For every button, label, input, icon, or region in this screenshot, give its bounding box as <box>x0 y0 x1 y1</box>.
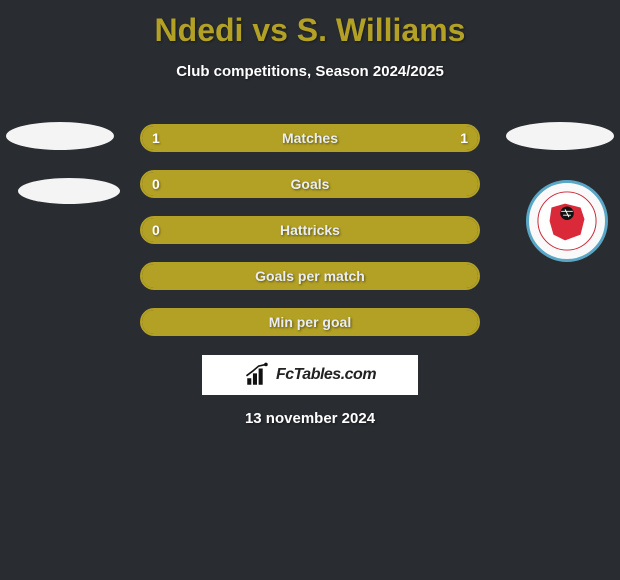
bar-label: Hattricks <box>280 222 340 238</box>
bar-val-right: 1 <box>460 130 468 146</box>
chart-icon <box>244 362 270 388</box>
bar-val-left: 0 <box>152 176 160 192</box>
date-label: 13 november 2024 <box>0 410 620 427</box>
bar-label: Goals <box>291 176 330 192</box>
stat-bar-goals-per-match: Goals per match <box>140 262 480 290</box>
stat-bar-goals: 0 Goals <box>140 170 480 198</box>
stat-bar-matches: 1 Matches 1 <box>140 124 480 152</box>
bar-val-left: 1 <box>152 130 160 146</box>
stat-bar-min-per-goal: Min per goal <box>140 308 480 336</box>
bar-val-left: 0 <box>152 222 160 238</box>
bar-label: Min per goal <box>269 314 351 330</box>
club-badge-tornadoes <box>526 180 608 262</box>
player-left-badge-2 <box>18 178 120 204</box>
bar-label: Matches <box>282 130 338 146</box>
player-left-badge-1 <box>6 122 114 150</box>
page-title: Ndedi vs S. Williams <box>0 0 620 49</box>
fctables-logo[interactable]: FcTables.com <box>202 355 418 395</box>
player-right-badge-1 <box>506 122 614 150</box>
stat-bars: 1 Matches 1 0 Goals 0 Hattricks Goals pe… <box>140 124 480 354</box>
tornadoes-icon <box>536 190 598 252</box>
bar-label: Goals per match <box>255 268 365 284</box>
subtitle: Club competitions, Season 2024/2025 <box>0 63 620 80</box>
logo-text: FcTables.com <box>276 366 376 384</box>
stat-bar-hattricks: 0 Hattricks <box>140 216 480 244</box>
